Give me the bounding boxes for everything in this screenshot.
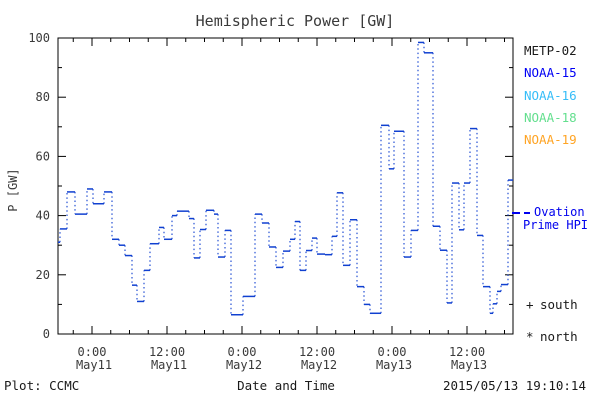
plot-timestamp: 2015/05/13 19:10:14 bbox=[443, 378, 586, 393]
y-tick-label: 0 bbox=[43, 327, 50, 341]
legend-item-metp02: METP-02 bbox=[524, 43, 577, 58]
x-tick-date-label: May11 bbox=[76, 358, 112, 372]
x-tick-time-label: 12:00 bbox=[149, 345, 185, 359]
x-tick-time-label: 12:00 bbox=[299, 345, 335, 359]
north-marker-legend: * north bbox=[526, 329, 578, 344]
chart-title: Hemispheric Power [GW] bbox=[195, 12, 395, 30]
x-tick-date-label: May12 bbox=[226, 358, 262, 372]
x-tick-date-label: May11 bbox=[151, 358, 187, 372]
legend-item-noaa15: NOAA-15 bbox=[524, 65, 577, 80]
x-tick-time-label: 0:00 bbox=[78, 345, 107, 359]
y-tick-label: 80 bbox=[36, 90, 50, 104]
plus-marker-icon: + bbox=[526, 297, 534, 312]
y-tick-label: 100 bbox=[28, 31, 50, 45]
legend-item-noaa16: NOAA-16 bbox=[524, 88, 577, 103]
plot-frame bbox=[57, 37, 514, 335]
asterisk-marker-icon: * bbox=[526, 329, 534, 344]
x-tick-time-label: 0:00 bbox=[378, 345, 407, 359]
x-axis-label: Date and Time bbox=[237, 378, 335, 393]
y-axis-label: P [GW] bbox=[6, 168, 20, 212]
line-sample-icon bbox=[512, 211, 520, 214]
legend-item-noaa19: NOAA-19 bbox=[524, 132, 577, 147]
south-marker-legend: + south bbox=[526, 297, 578, 312]
south-label: south bbox=[540, 297, 578, 312]
y-tick-label: 60 bbox=[36, 149, 50, 163]
ovation-label-line1: Ovation bbox=[534, 205, 585, 219]
north-label: north bbox=[540, 329, 578, 344]
x-tick-time-label: 12:00 bbox=[449, 345, 485, 359]
ovation-prime-hpi-annotation: Ovation Prime HPI bbox=[512, 206, 588, 232]
x-tick-date-label: May13 bbox=[376, 358, 412, 372]
ovation-line-row: Ovation bbox=[512, 206, 588, 219]
y-tick-label: 20 bbox=[36, 268, 50, 282]
x-tick-time-label: 0:00 bbox=[228, 345, 257, 359]
line-sample-icon bbox=[524, 211, 530, 214]
plot-source-label: Plot: CCMC bbox=[4, 378, 80, 393]
x-tick-date-label: May12 bbox=[301, 358, 337, 372]
ovation-label-line2: Prime HPI bbox=[523, 218, 589, 232]
x-tick-date-label: May13 bbox=[451, 358, 487, 372]
legend-item-noaa18: NOAA-18 bbox=[524, 110, 577, 125]
y-tick-label: 40 bbox=[36, 209, 50, 223]
